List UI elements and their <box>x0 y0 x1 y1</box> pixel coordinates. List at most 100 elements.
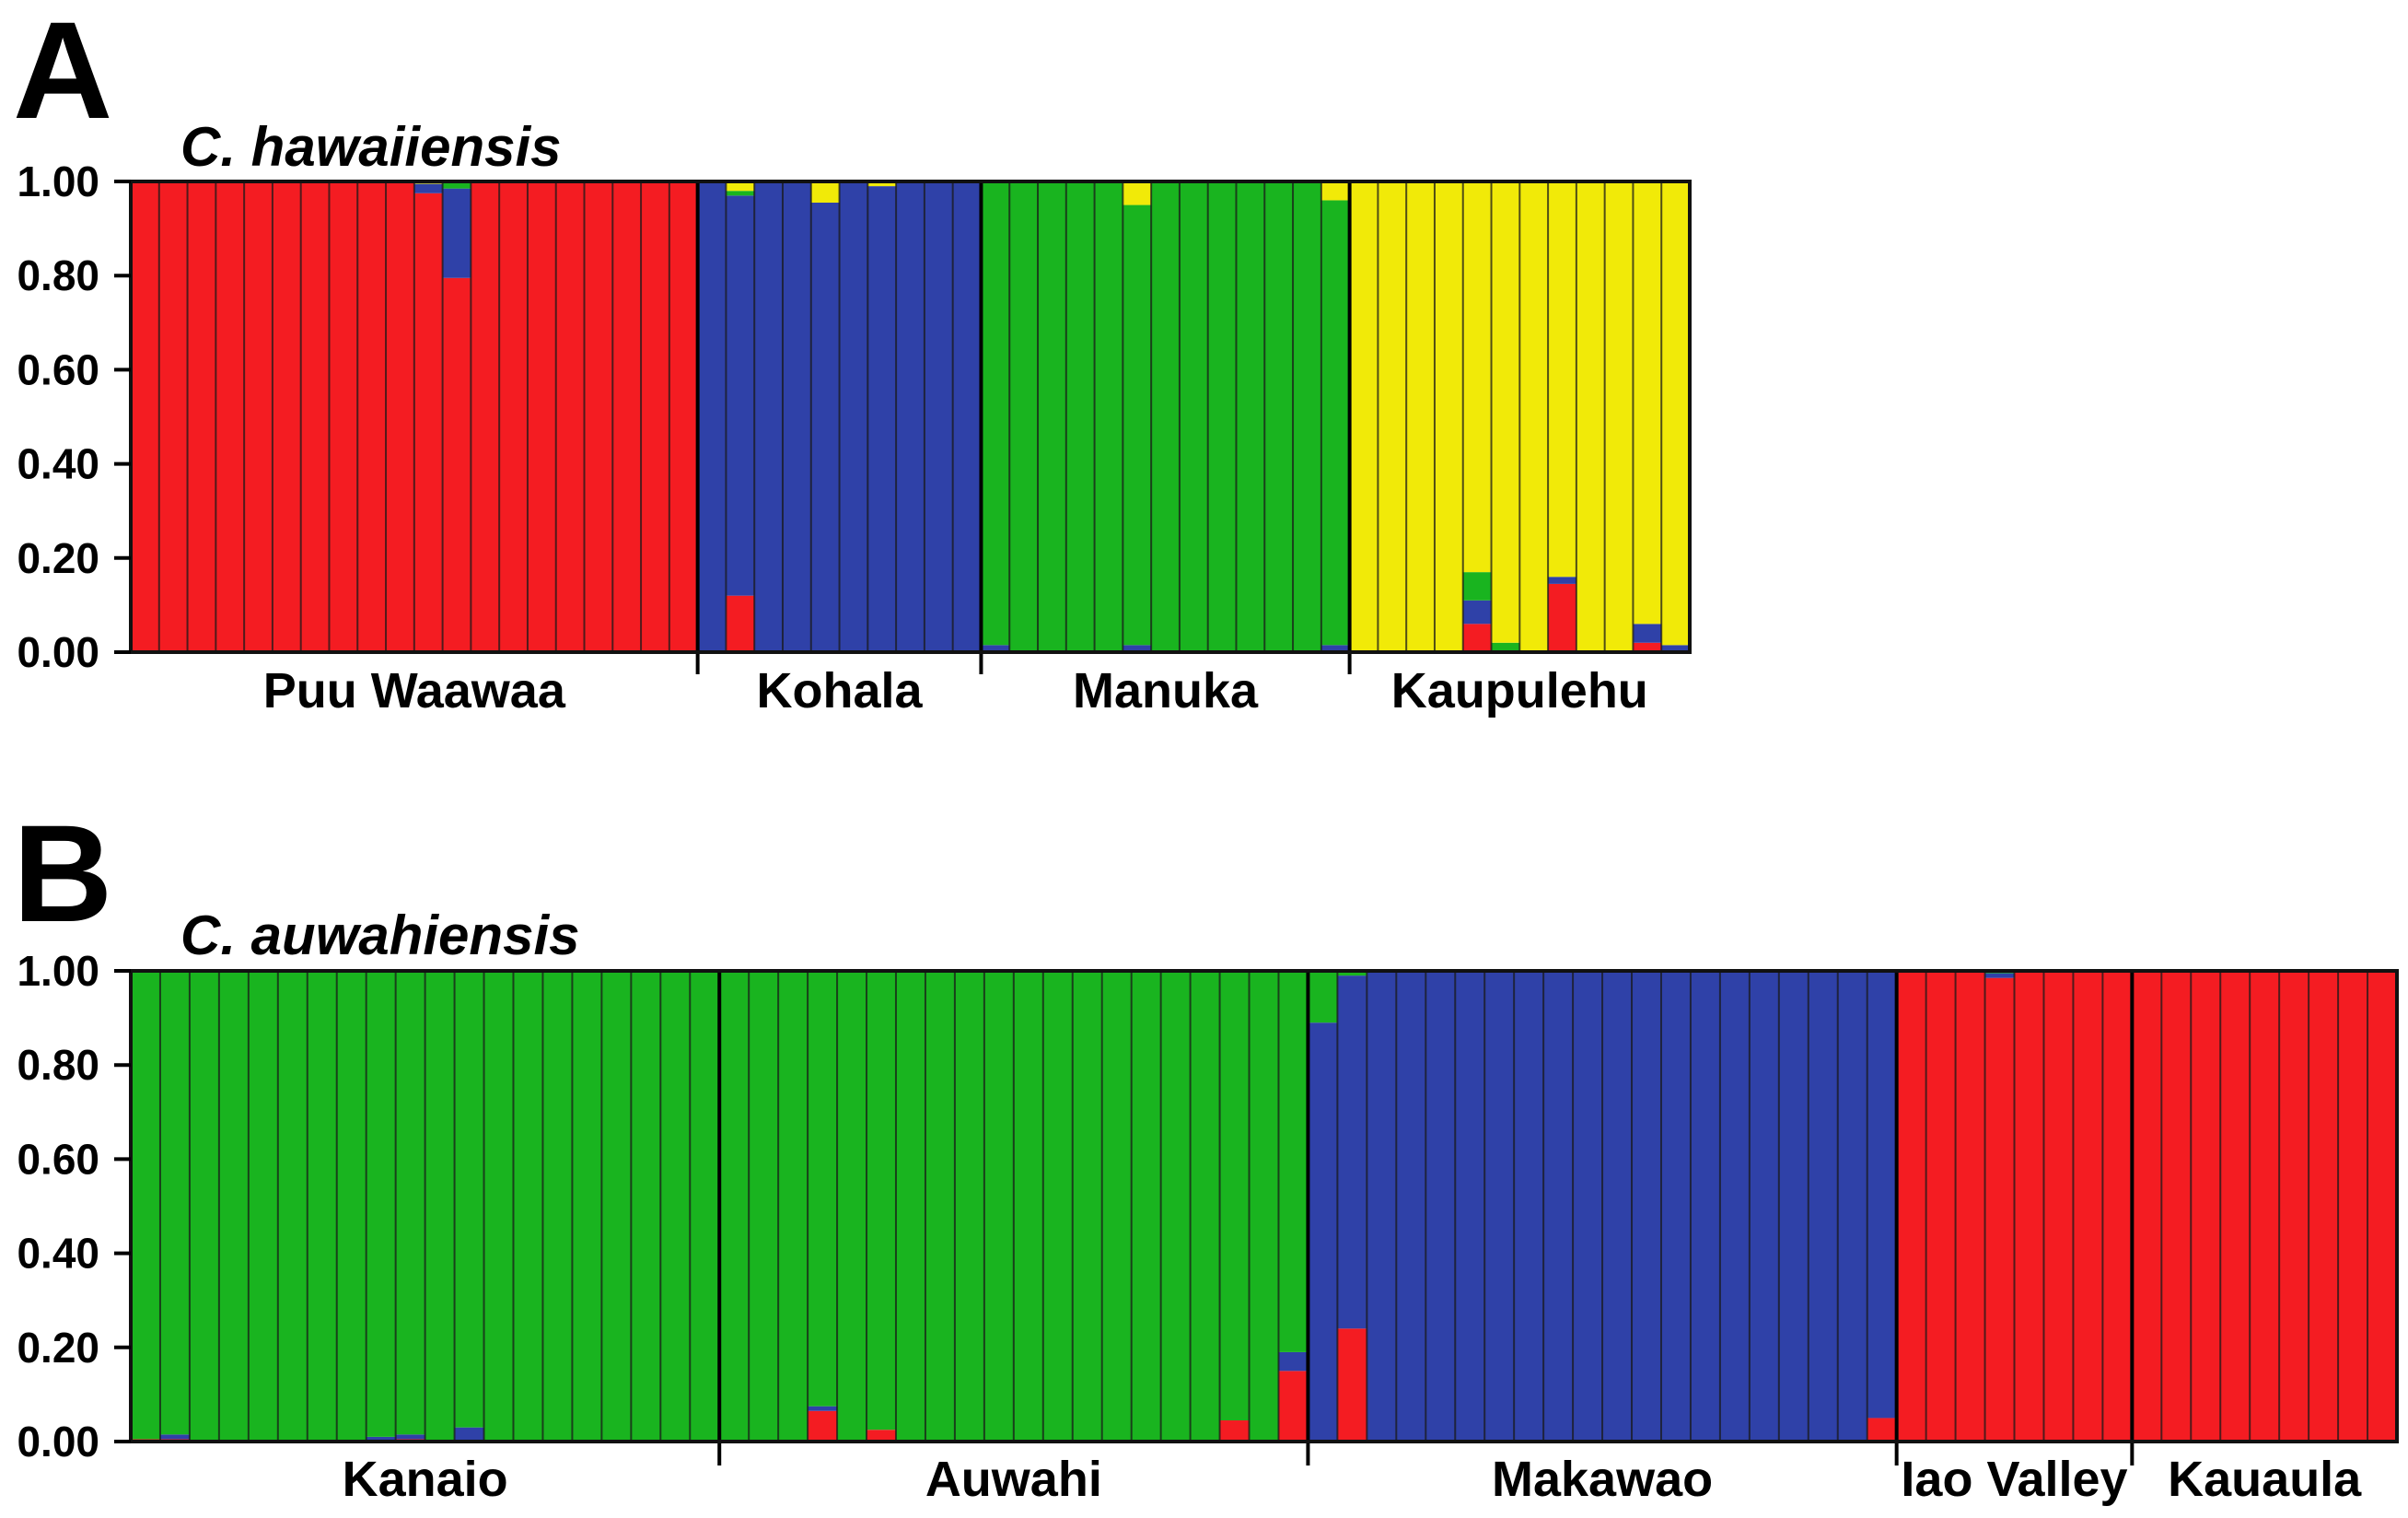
bar-segment-blue <box>1337 975 1367 1329</box>
bar-segment-green <box>1179 181 1209 652</box>
bar-segment-blue <box>1462 600 1493 625</box>
bar-segment-green <box>983 971 1015 1442</box>
bar-segment-blue <box>1425 971 1456 1442</box>
bar-segment-red <box>2073 971 2103 1442</box>
bar-segment-green <box>1249 971 1280 1442</box>
bar-segment-green <box>307 971 338 1442</box>
bar-segment-blue <box>1778 971 1809 1442</box>
bar-segment-blue <box>697 181 727 652</box>
bar-segment-green <box>749 971 779 1442</box>
bar-segment-red <box>584 181 613 652</box>
bar-segment-blue <box>1543 971 1574 1442</box>
bar-segment-yellow <box>1434 181 1464 652</box>
bar-segment-red <box>215 181 245 652</box>
bar-segment-blue <box>1837 971 1868 1442</box>
bar-segment-red <box>2220 971 2251 1442</box>
bar-segment-blue <box>981 645 1010 652</box>
bar-segment-blue <box>1548 577 1577 584</box>
panel-a-plot: Puu Waawaa Kohala Manuka Kaupulehu 0.00 0.20 0… <box>17 158 1692 718</box>
y-tick-label: 1.00 <box>17 947 99 995</box>
bar-segment-green <box>1160 971 1192 1442</box>
bar-segment-blue <box>896 181 925 652</box>
bar-segment-yellow <box>1548 181 1577 578</box>
bar-segment-green <box>1065 181 1096 652</box>
bar-segment-green <box>1293 181 1322 652</box>
bar-segment-blue <box>1632 971 1662 1442</box>
panel-b-plot: Kanaio Auwahi Makawao Iao Valley Kauaula 0.00… <box>17 947 2399 1507</box>
bar-segment-red <box>329 181 358 652</box>
bar-segment-red <box>413 193 444 652</box>
bar-segment-green <box>1094 181 1123 652</box>
bar-segment-green <box>1101 971 1133 1442</box>
bar-segment-green <box>660 971 691 1442</box>
bar-segment-green <box>778 971 808 1442</box>
bar-segment-green <box>1308 971 1338 1023</box>
panel-b: B C. auwahiensis Kanaio Auwahi Makawao Iao … <box>13 796 2399 1507</box>
y-tick-label: 0.20 <box>17 534 99 582</box>
bar-segment-green <box>837 971 867 1442</box>
bar-segment-green <box>925 971 956 1442</box>
bar-segment-blue <box>952 181 983 652</box>
bar-segment-blue <box>1661 645 1691 652</box>
bar-segment-blue <box>413 183 444 193</box>
bar-segment-red <box>2309 971 2339 1442</box>
bar-segment-blue <box>1602 971 1633 1442</box>
bar-segment-red <box>2014 971 2045 1442</box>
bar-segment-green <box>442 181 471 189</box>
plot-frame <box>129 180 1692 654</box>
bar-segment-green <box>601 971 632 1442</box>
bar-segment-blue <box>1514 971 1544 1442</box>
bar-segment-green <box>131 971 161 1440</box>
bar-segment-red <box>2191 971 2221 1442</box>
bar-segment-green <box>1190 971 1221 1442</box>
bar-segment-yellow <box>1633 181 1662 625</box>
population-label: Iao Valley <box>1901 1452 2127 1507</box>
bar-segment-green <box>248 971 279 1442</box>
bar-segment-blue <box>1984 973 2016 978</box>
bar-segment-green <box>277 971 308 1442</box>
y-tick-label: 0.40 <box>17 1230 99 1278</box>
bar-segment-green <box>954 971 985 1442</box>
bar-segment-green <box>1042 971 1074 1442</box>
y-tick-label: 0.60 <box>17 1135 99 1183</box>
bar-segment-blue <box>1719 971 1751 1442</box>
bar-segment-yellow <box>1491 181 1520 643</box>
bar-segment-red <box>555 181 586 652</box>
bar-segment-blue <box>839 181 868 652</box>
bar-segment-yellow <box>867 181 897 187</box>
bar-segment-red <box>808 1410 838 1442</box>
bar-segment-green <box>808 971 838 1407</box>
bar-segment-blue <box>1690 971 1721 1442</box>
bar-segment-blue <box>1573 971 1603 1442</box>
bar-segment-yellow <box>726 181 755 192</box>
bar-segment-red <box>386 181 415 652</box>
bar-segment-green <box>425 971 456 1442</box>
bar-segment-yellow <box>1661 181 1691 646</box>
bar-segment-blue <box>1308 1022 1338 1442</box>
bar-segment-red <box>272 181 302 652</box>
bar-segment-blue <box>1867 971 1898 1419</box>
bar-segment-yellow <box>1349 181 1378 652</box>
bar-segment-red <box>1955 971 1986 1442</box>
bar-segment-red <box>527 181 557 652</box>
bar-segment-red <box>2102 971 2133 1442</box>
bar-segment-yellow <box>1406 181 1436 652</box>
bar-segment-green <box>454 971 485 1428</box>
bar-segment-green <box>1009 181 1039 652</box>
bar-segment-blue <box>810 203 841 652</box>
bar-segment-green <box>1462 572 1493 601</box>
bar-segment-blue <box>366 1436 397 1442</box>
bar-segment-blue <box>1484 971 1515 1442</box>
bar-segment-yellow <box>1576 181 1606 652</box>
population-label: Kaupulehu <box>1391 663 1648 718</box>
bar-segment-red <box>357 181 387 652</box>
panel-a-species-title: C. hawaiiensis <box>180 116 562 178</box>
y-tick-label: 0.00 <box>17 1418 99 1465</box>
bar-segment-blue <box>1123 645 1152 652</box>
bar-segment-green <box>1131 971 1162 1442</box>
bar-segment-red <box>2132 971 2162 1442</box>
bar-segment-red <box>471 181 500 652</box>
bar-segment-red <box>2250 971 2280 1442</box>
bar-segment-red <box>641 181 670 652</box>
bar-segment-red <box>1219 1420 1251 1442</box>
